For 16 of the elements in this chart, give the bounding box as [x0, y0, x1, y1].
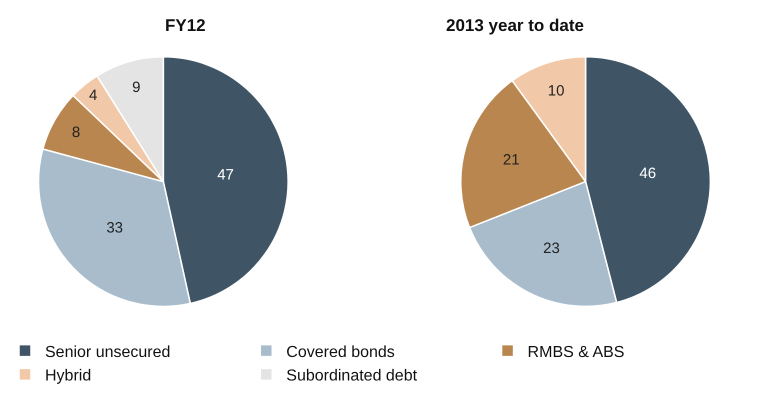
legend-label: Hybrid — [45, 368, 92, 385]
data-label: 9 — [132, 79, 140, 96]
legend-label: Covered bonds — [286, 344, 395, 361]
data-label: 33 — [106, 220, 124, 237]
legend-label: RMBS & ABS — [528, 344, 624, 361]
data-label: 10 — [548, 82, 564, 100]
chart-title: FY12 — [165, 16, 206, 35]
data-label: 47 — [217, 166, 234, 184]
data-label: 46 — [639, 165, 656, 182]
data-label: 21 — [502, 152, 520, 169]
chart-title: 2013 year to date — [446, 16, 584, 35]
data-label: 8 — [72, 124, 80, 141]
legend-label: Subordinated debt — [286, 368, 418, 385]
legend-label: Senior unsecured — [45, 344, 170, 361]
data-label: 4 — [88, 87, 98, 104]
data-label: 23 — [543, 240, 560, 258]
